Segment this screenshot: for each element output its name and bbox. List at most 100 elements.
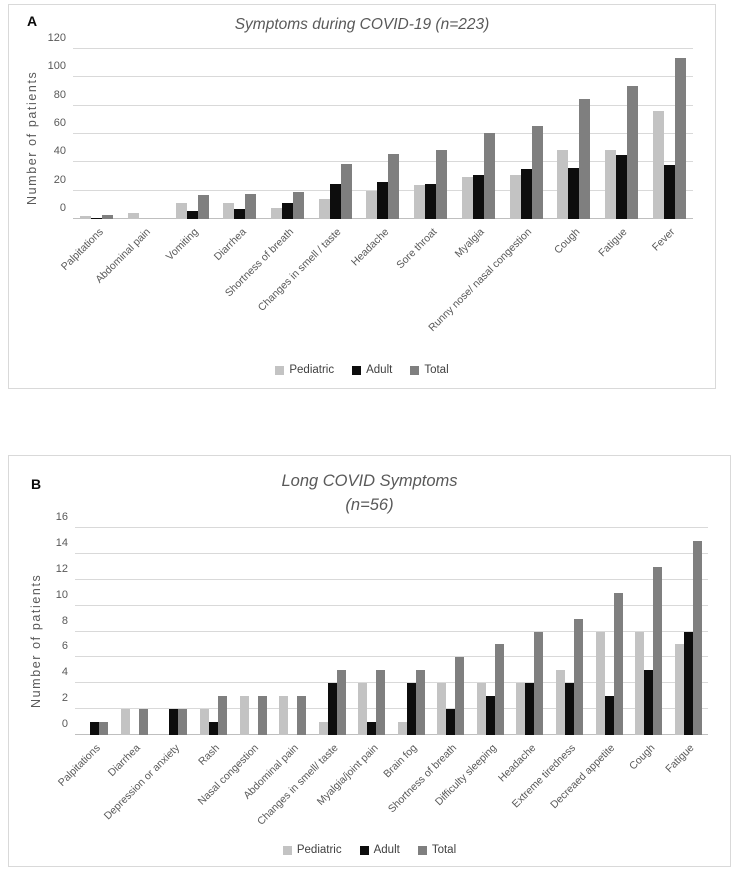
y-tick-label: 10: [55, 588, 68, 601]
y-tick-label: 14: [55, 536, 68, 549]
y-tick-label: 20: [53, 173, 66, 186]
bar-group: [502, 49, 550, 219]
bar-adult: [565, 683, 575, 735]
bar-total: [102, 214, 114, 219]
bar-group: [216, 49, 264, 219]
bar-total: [336, 670, 346, 735]
x-tick-label: Myalgia: [452, 226, 487, 261]
x-tick-label: Runny nose/ nasal congestion: [426, 226, 535, 334]
bar-total: [534, 631, 544, 735]
bar-total: [178, 709, 188, 735]
legend-label: Adult: [366, 364, 393, 376]
legend-item-adult: Adult: [352, 364, 392, 376]
y-tick-label: 4: [61, 666, 68, 679]
legend-item-pediatric: Pediatric: [282, 844, 342, 856]
legend-label: Pediatric: [296, 844, 342, 856]
y-tick-label: 12: [55, 562, 68, 575]
bar-pediatric: [223, 203, 235, 219]
x-tick-label: Vomiting: [163, 226, 201, 263]
bar-total: [494, 644, 504, 735]
bar-pediatric: [461, 176, 473, 219]
bar-group: [121, 49, 169, 219]
chart-a-legend: Pediatric Adult Total: [9, 364, 715, 376]
gridline-8: [75, 630, 708, 632]
bar-group: [311, 49, 359, 219]
y-tick-label: 2: [61, 692, 68, 705]
bar-total: [574, 618, 584, 735]
chart-b-y-axis-label: Number of patients: [29, 573, 43, 708]
bar-group: [550, 528, 590, 735]
bar-adult: [327, 683, 337, 735]
x-tick-label: Diarrhea: [105, 742, 143, 779]
bar-total: [197, 194, 209, 219]
bar-pediatric: [128, 213, 140, 219]
bar-pediatric: [239, 696, 249, 735]
panel-a-symptoms-during-covid: A Symptoms during COVID-19 (n=223) Numbe…: [8, 4, 716, 389]
bar-pediatric: [604, 149, 616, 219]
bar-adult: [485, 696, 495, 735]
panel-a-letter: A: [27, 13, 38, 29]
bar-adult: [683, 631, 693, 735]
gridline-80: [73, 104, 693, 106]
legend-label: Pediatric: [289, 364, 335, 376]
legend-item-pediatric: Pediatric: [275, 364, 334, 376]
bar-group: [431, 528, 471, 735]
y-tick-label: 40: [53, 145, 66, 158]
gridline-14: [75, 552, 708, 554]
legend-swatch-pediatric: [282, 845, 292, 855]
chart-a-title: Symptoms during COVID-19 (n=223): [234, 16, 490, 33]
bar-total: [99, 722, 109, 735]
gridline-2: [75, 708, 708, 710]
chart-a-plot-area: Palpitations Abdominal pain Vomiting Diarrh…: [48, 32, 693, 334]
bar-group: [589, 528, 629, 735]
bar-total: [626, 85, 638, 219]
bar-group: [168, 49, 216, 219]
y-tick-label: 80: [53, 88, 66, 101]
gridline-4: [75, 682, 708, 684]
legend-swatch-total: [417, 845, 427, 855]
chart-b-legend: Pediatric Adult Total: [9, 844, 730, 856]
bar-group: [194, 528, 234, 735]
bar-pediatric: [318, 722, 328, 735]
x-tick-label: Shortness of breath: [386, 742, 460, 816]
bar-adult: [644, 670, 654, 735]
bar-total: [415, 670, 425, 735]
bar-pediatric: [635, 631, 645, 735]
chart-a-bars: [73, 49, 693, 219]
bar-total: [245, 193, 257, 219]
bar-total: [217, 696, 227, 735]
bar-adult: [406, 683, 416, 735]
bar-pediatric: [557, 149, 569, 219]
y-tick-label: 60: [53, 117, 66, 129]
legend-item-adult: Adult: [359, 844, 400, 856]
bar-group: [668, 528, 708, 735]
bar-group: [154, 528, 194, 735]
bar-group: [233, 528, 273, 735]
bar-adult: [615, 155, 627, 219]
legend-label: Adult: [373, 844, 400, 856]
x-tick-label: Brain fog: [381, 742, 420, 781]
bar-total: [613, 592, 623, 735]
bar-pediatric: [271, 207, 283, 219]
bar-total: [455, 657, 465, 735]
bar-adult: [604, 696, 614, 735]
x-tick-label: Changes in smell / taste: [256, 226, 344, 314]
bar-pediatric: [556, 670, 566, 735]
bar-group: [273, 528, 313, 735]
bar-pediatric: [414, 185, 426, 219]
bar-group: [264, 49, 312, 219]
bar-adult: [425, 183, 437, 219]
bar-pediatric: [279, 696, 289, 735]
bar-adult: [208, 722, 218, 735]
bar-adult: [525, 683, 535, 735]
y-tick-label: 100: [47, 60, 66, 73]
bar-group: [352, 528, 392, 735]
bar-total: [257, 696, 267, 735]
x-tick-label: Depression or anxiety: [102, 742, 183, 823]
bar-group: [75, 528, 115, 735]
bar-adult: [91, 217, 103, 219]
chart-a-x-axis-labels: Palpitations Abdominal pain Vomiting Diarrh…: [58, 219, 693, 334]
bar-total: [138, 709, 148, 735]
x-tick-label: Fatigue: [596, 226, 630, 260]
y-tick-label: 120: [47, 32, 66, 44]
